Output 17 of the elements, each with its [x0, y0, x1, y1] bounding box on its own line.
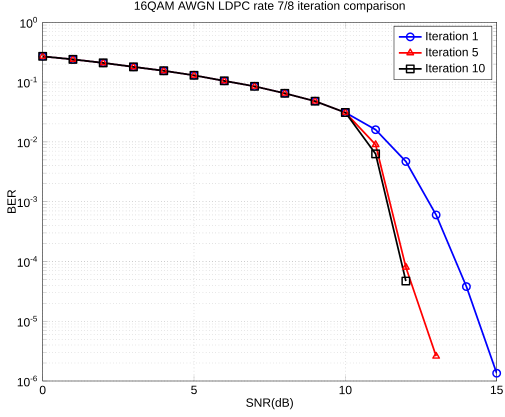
y-tick-label: 10$^{-5}$ [18, 316, 37, 327]
y-tick-label: 10$^{-2}$ [18, 136, 37, 148]
x-tick-label: 0 [40, 386, 46, 394]
x-tick-label: 15 [490, 386, 503, 394]
y-tick-label: 10$^{-6}$ [18, 376, 37, 386]
legend-label: Iteration 1 [426, 32, 478, 40]
chart-title: 16QAM AWGN LDPC rate 7/8 iteration comparison [134, 1, 405, 12]
y-tick-label: 10$^{0}$ [20, 16, 37, 28]
x-axis-title: SNR(dB) [246, 398, 293, 410]
y-axis-title: BER [7, 190, 16, 214]
y-tick-label: 10$^{-3}$ [18, 196, 37, 208]
x-tick-label: 5 [191, 386, 197, 394]
legend-label: Iteration 5 [426, 48, 478, 56]
x-tick-label: 10 [340, 386, 352, 394]
legend-label: Iteration 10 [426, 64, 485, 72]
y-tick-label: 10$^{-1}$ [18, 76, 37, 88]
y-tick-label: 10$^{-4}$ [18, 256, 38, 267]
